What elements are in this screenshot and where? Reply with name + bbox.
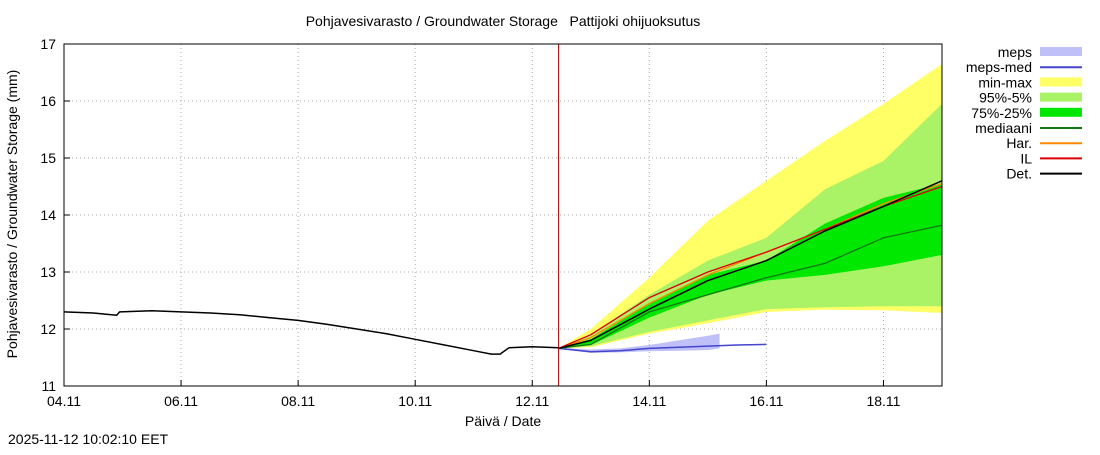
legend-label: meps: [998, 44, 1032, 60]
line-meps-med: [558, 343, 767, 353]
legend-swatch: [1040, 92, 1082, 102]
band-meps: [558, 333, 720, 353]
legend-label: IL: [1020, 150, 1032, 166]
legend-label: Det.: [1006, 166, 1032, 182]
legend-label: 95%-5%: [979, 90, 1032, 106]
y-axis-label: Pohjavesivarasto / Groundwater Storage (…: [4, 70, 20, 359]
y-tick-label: 14: [40, 207, 56, 223]
legend-label: meps-med: [966, 59, 1032, 75]
x-tick-label: 06.11: [164, 393, 198, 409]
legend: mepsmeps-medmin-max95%-5%75%-25%mediaani…: [966, 44, 1082, 182]
legend-swatch: [1040, 107, 1082, 117]
chart-title: Pohjavesivarasto / Groundwater Storage P…: [306, 13, 701, 29]
legend-label: 75%-25%: [971, 105, 1032, 121]
x-axis-label: Päivä / Date: [465, 413, 541, 429]
legend-label: min-max: [978, 74, 1032, 90]
axis-ticks: 04.11 06.11 08.11 10.11 12.11 14.11 16.11 18.11…: [40, 36, 900, 409]
timestamp: 2025-11-12 10:02:10 EET: [8, 431, 169, 447]
legend-label: mediaani: [975, 120, 1032, 136]
series-lines: [63, 180, 943, 355]
plot-frame: [63, 43, 943, 387]
legend-swatch: [1040, 77, 1082, 87]
y-tick-label: 13: [40, 264, 56, 280]
x-tick-label: 18.11: [866, 393, 900, 409]
legend-swatch: [1040, 47, 1082, 56]
y-tick-label: 17: [40, 36, 56, 52]
x-tick-label: 10.11: [398, 393, 432, 409]
band-95-5: [558, 103, 942, 349]
x-tick-label: 04.11: [47, 393, 81, 409]
line-det-observed: [63, 310, 559, 355]
legend-label: Har.: [1006, 135, 1032, 151]
y-tick-label: 12: [40, 321, 56, 337]
line-det-forecast: [558, 180, 943, 350]
x-tick-label: 14.11: [632, 393, 666, 409]
y-tick-label: 11: [41, 378, 56, 394]
line-mediaani: [558, 224, 943, 350]
line-har: [558, 182, 943, 350]
x-tick-label: 08.11: [281, 393, 315, 409]
x-tick-label: 12.11: [515, 393, 549, 409]
x-tick-label: 16.11: [749, 393, 783, 409]
y-tick-label: 15: [40, 150, 56, 166]
y-tick-label: 16: [40, 93, 56, 109]
